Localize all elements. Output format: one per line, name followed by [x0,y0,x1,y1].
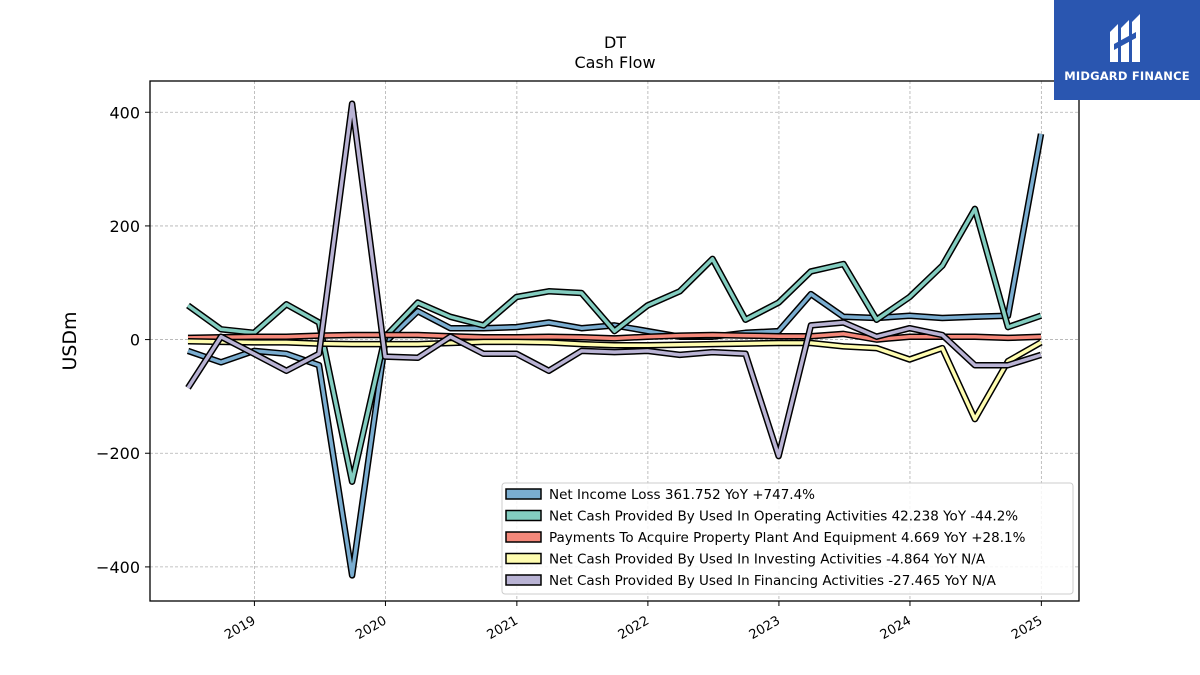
series-3 [187,338,1043,423]
series-line [187,133,1043,578]
legend: Net Income Loss 361.752 YoY +747.4% Net C… [501,482,1074,595]
x-axis: 2019 2020 2021 2022 2023 2024 2025 [222,601,1045,643]
y-tick-label: 400 [109,103,140,122]
y-tick-label: 200 [109,217,140,236]
series-line [187,339,1042,421]
legend-swatch [505,574,542,586]
legend-entry: Net Cash Provided By Used In Investing A… [549,552,986,568]
plot-frame [149,80,1080,602]
legend-entry: Net Income Loss 361.752 YoY +747.4% [549,487,815,503]
x-tick-label: 2024 [878,613,914,643]
y-tick-label: −200 [96,444,140,463]
legend-box [501,482,1074,595]
legend-entry: Net Cash Provided By Used In Financing A… [549,573,997,589]
y-tick-label: 0 [130,331,140,350]
legend-swatch [505,552,542,565]
legend-swatch [505,509,542,522]
midgard-logo-icon [1110,14,1140,62]
midgard-finance-logo: MIDGARD FINANCE [1054,0,1200,100]
legend-swatch [505,488,542,500]
legend-entry: Payments To Acquire Property Plant And E… [549,530,1026,546]
series-lines [185,100,1045,579]
series-line-outline [185,100,1042,460]
chart-subtitle: Cash Flow [574,53,655,72]
series-line [187,332,1042,342]
series-2 [187,330,1042,343]
series-line [186,207,1042,484]
x-tick-label: 2022 [616,613,652,643]
y-axis-label: USDm [59,311,81,370]
legend-entry: Net Cash Provided By Used In Operating A… [549,509,1018,525]
x-tick-label: 2025 [1009,613,1045,643]
series-4 [185,100,1042,460]
x-tick-label: 2023 [747,613,783,643]
series-1 [186,205,1043,485]
chart-title: DT [604,33,626,52]
logo-text: MIDGARD FINANCE [1064,69,1190,83]
series-0 [186,133,1045,579]
x-tick-label: 2020 [353,613,389,643]
legend-swatch [505,531,542,543]
series-line [186,101,1042,458]
y-axis: 400 200 0 −200 −400 [96,103,150,577]
x-tick-label: 2021 [485,613,521,643]
y-tick-label: −400 [96,558,140,577]
x-tick-label: 2019 [222,613,258,643]
